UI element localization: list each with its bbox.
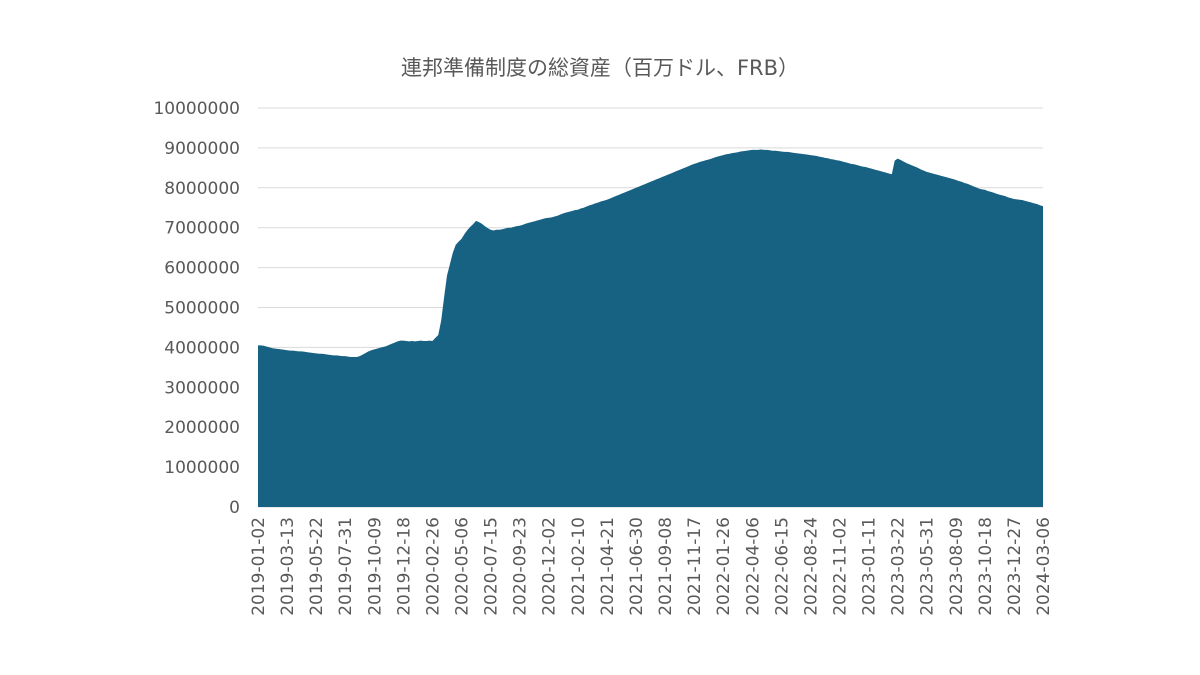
x-tick-label: 2022-08-24 — [801, 517, 821, 616]
x-tick-label: 2022-04-06 — [743, 517, 763, 616]
y-tick-label: 9000000 — [164, 139, 240, 159]
x-tick-label: 2019-03-13 — [278, 517, 298, 616]
y-tick-label: 7000000 — [164, 219, 240, 239]
y-tick-label: 8000000 — [164, 179, 240, 199]
y-tick-label: 0 — [229, 498, 240, 518]
x-tick-label: 2019-12-18 — [394, 517, 414, 616]
x-tick-label: 2022-01-26 — [714, 517, 734, 616]
x-tick-label: 2020-05-06 — [453, 517, 473, 616]
x-tick-label: 2023-05-31 — [918, 517, 938, 616]
y-tick-label: 10000000 — [153, 99, 240, 119]
area — [258, 149, 1043, 507]
x-tick-label: 2022-06-15 — [772, 517, 792, 616]
x-tick-label: 2022-11-02 — [830, 517, 850, 616]
x-tick-label: 2023-01-11 — [860, 517, 880, 616]
y-tick-label: 6000000 — [164, 259, 240, 279]
x-tick-label: 2020-09-23 — [511, 517, 531, 616]
y-tick-label: 5000000 — [164, 299, 240, 319]
x-tick-label: 2023-10-18 — [976, 517, 996, 616]
x-tick-label: 2023-08-09 — [947, 517, 967, 616]
y-tick-label: 1000000 — [164, 458, 240, 478]
x-tick-label: 2019-01-02 — [249, 517, 269, 616]
x-tick-label: 2021-06-30 — [627, 517, 647, 616]
x-tick-label: 2020-12-02 — [540, 517, 560, 616]
x-tick-label: 2019-07-31 — [336, 517, 356, 616]
x-tick-label: 2024-03-06 — [1034, 517, 1054, 616]
x-tick-label: 2023-12-27 — [1005, 517, 1025, 616]
chart-title: 連邦準備制度の総資産（百万ドル、FRB） — [401, 56, 799, 80]
x-tick-label: 2020-07-15 — [482, 517, 502, 616]
x-tick-label: 2021-02-10 — [569, 517, 589, 616]
x-tick-label: 2021-04-21 — [598, 517, 618, 616]
x-tick-label: 2019-05-22 — [307, 517, 327, 616]
y-tick-label: 3000000 — [164, 378, 240, 398]
x-tick-label: 2021-11-17 — [685, 517, 705, 616]
x-tick-label: 2021-09-08 — [656, 517, 676, 616]
x-tick-label: 2020-02-26 — [423, 517, 443, 616]
x-tick-label: 2023-03-22 — [889, 517, 909, 616]
x-tick-label: 2019-10-09 — [365, 517, 385, 616]
y-tick-label: 4000000 — [164, 338, 240, 358]
y-tick-label: 2000000 — [164, 418, 240, 438]
